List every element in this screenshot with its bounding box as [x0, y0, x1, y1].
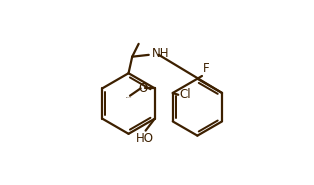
- Text: HO: HO: [136, 132, 154, 145]
- Text: O: O: [138, 82, 148, 95]
- Text: Cl: Cl: [179, 88, 191, 101]
- Text: NH: NH: [151, 47, 169, 60]
- Text: F: F: [203, 62, 209, 75]
- Text: methoxy: methoxy: [126, 97, 132, 98]
